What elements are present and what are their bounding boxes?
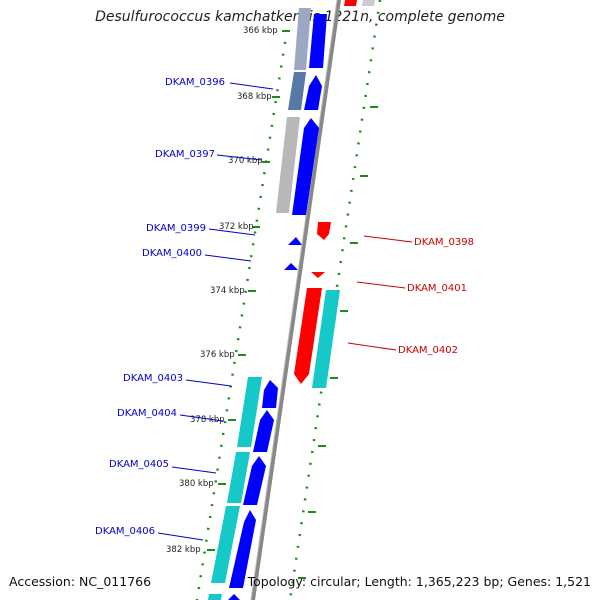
cds-0403 [262, 380, 278, 408]
leader-line-0399 [208, 228, 256, 236]
cog-bar-0397 [276, 117, 300, 213]
right-dotted-ring [288, 0, 382, 600]
gene-label-dkam-0402: DKAM_0402 [398, 345, 458, 356]
cds-0401 [311, 272, 325, 278]
kbp-label: 372 kbp [219, 222, 254, 232]
gene-label-dkam-0405: DKAM_0405 [109, 459, 169, 470]
gene-label-dkam-0406: DKAM_0406 [95, 526, 155, 537]
leader-line-0397 [216, 154, 263, 161]
cds-0406 [229, 510, 256, 588]
kbp-label: 380 kbp [179, 479, 214, 489]
leader-line-0406 [157, 532, 204, 541]
gene-label-dkam-0400: DKAM_0400 [142, 248, 202, 259]
leader-line-0404 [179, 414, 224, 422]
topology-label: Topology: circular; Length: 1,365,223 bp… [247, 574, 591, 589]
cog-bar-0403 [237, 377, 262, 447]
kbp-label: 378 kbp [190, 415, 225, 425]
kbp-label: 370 kbp [228, 156, 263, 166]
cds-0402 [294, 288, 322, 384]
gene-label-dkam-0403: DKAM_0403 [123, 373, 183, 384]
cds-0399 [288, 237, 302, 245]
kbp-label: 376 kbp [200, 350, 235, 360]
cog-bar-0406 [211, 506, 240, 583]
accession-label: Accession: NC_011766 [9, 574, 152, 589]
kbp-label: 368 kbp [237, 92, 272, 102]
gene-label-dkam-0398: DKAM_0398 [414, 237, 474, 248]
kbp-label: 374 kbp [210, 286, 245, 296]
leader-line-0403 [185, 379, 232, 387]
cds-0396-upper [309, 14, 327, 68]
cds-partial-bottom [228, 594, 240, 600]
reverse-cds-partial-top [344, 0, 357, 6]
cog-bar-0396a [294, 8, 311, 70]
kbp-label: 382 kbp [166, 545, 201, 555]
genome-backbone [251, 0, 341, 600]
gene-label-dkam-0401: DKAM_0401 [407, 283, 467, 294]
cds-0405 [243, 456, 266, 505]
genome-backbone-highlight [250, 0, 338, 600]
leader-line-0400 [204, 254, 252, 262]
leader-line-0401 [356, 281, 406, 289]
cog-partial-bottom [208, 594, 222, 600]
leader-line-0405 [171, 466, 217, 474]
cog-bar-0396b [288, 72, 306, 110]
cds-0404 [253, 410, 274, 452]
gene-label-dkam-0404: DKAM_0404 [117, 408, 177, 419]
cds-0397 [292, 118, 319, 215]
kbp-label: 366 kbp [243, 26, 278, 36]
cog-bar-0402 [312, 290, 340, 388]
gene-label-dkam-0399: DKAM_0399 [146, 223, 206, 234]
gene-label-dkam-0396: DKAM_0396 [165, 77, 225, 88]
cds-0396 [304, 75, 322, 110]
left-dotted-ring [195, 29, 289, 600]
cds-0400 [284, 263, 298, 270]
cds-0398 [317, 222, 331, 240]
leader-line-0398 [363, 235, 413, 243]
gene-label-dkam-0397: DKAM_0397 [155, 149, 215, 160]
cog-bar-0405 [227, 452, 250, 503]
leader-line-0402 [347, 342, 397, 351]
cog-partial-top [362, 0, 375, 6]
leader-line-0396 [229, 82, 274, 90]
